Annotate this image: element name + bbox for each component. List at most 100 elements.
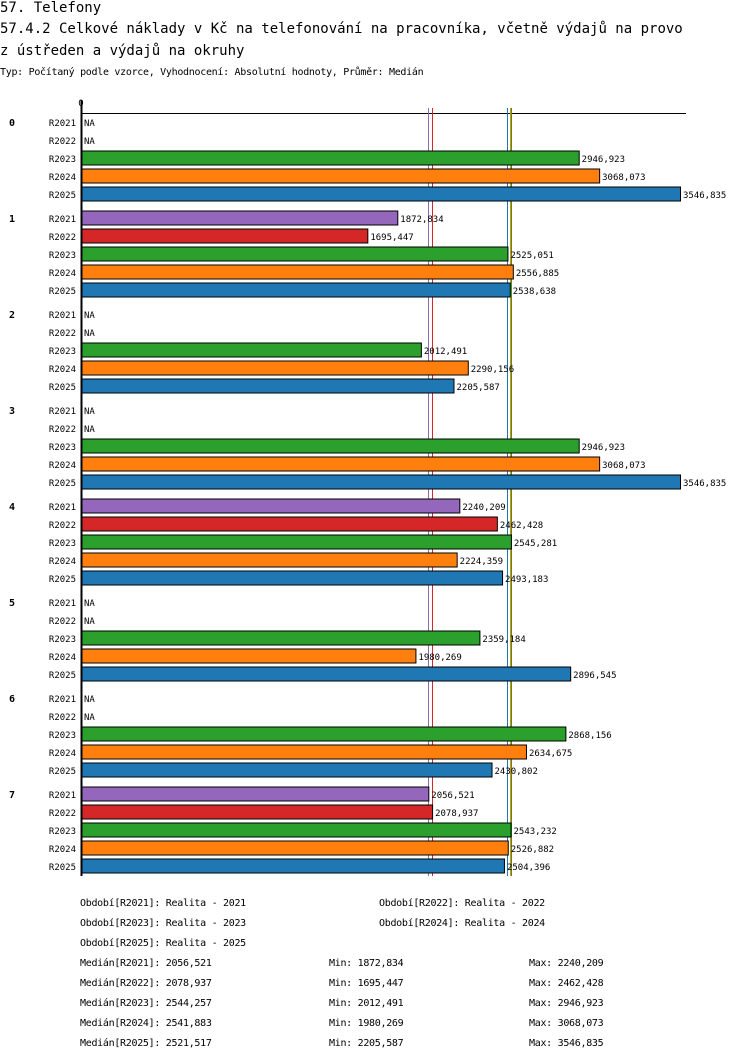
na-label: NA <box>84 137 95 147</box>
legend-period-item: Období[R2021]: Realita - 2021 <box>80 898 246 909</box>
legend-stat-max: Max: 3068,073 <box>529 1018 604 1029</box>
series-tick-label: R2021 <box>49 791 76 801</box>
bar-r2023 <box>81 342 422 358</box>
series-tick-label: R2021 <box>49 407 76 417</box>
legend-stat-median: Medián[R2024]: 2541,883 <box>80 1018 212 1029</box>
legend-stat-min: Min: 1872,834 <box>329 958 404 969</box>
data-label: 2525,051 <box>510 251 553 261</box>
bar-r2025 <box>81 858 505 874</box>
legend-stat-min: Min: 1980,269 <box>329 1018 404 1029</box>
series-tick-label: R2024 <box>49 173 76 183</box>
data-label: 2543,232 <box>514 827 557 837</box>
bar-chart: 00R2021NAR2022NAR20232946,923R20243068,0… <box>9 99 726 876</box>
series-tick-label: R2025 <box>49 191 76 201</box>
legend-stat-median: Medián[R2025]: 2521,517 <box>80 1038 212 1049</box>
bar-r2024 <box>81 264 514 280</box>
legend-stat-min: Min: 1695,447 <box>329 978 404 989</box>
data-label: 2545,281 <box>514 539 557 549</box>
data-label: 1695,447 <box>370 233 413 243</box>
bar-r2024 <box>81 648 417 664</box>
bar-r2025 <box>81 378 455 394</box>
data-label: 2504,396 <box>507 863 550 873</box>
data-label: 1980,269 <box>418 653 461 663</box>
bar-r2023 <box>81 630 481 646</box>
bar-r2025 <box>81 474 681 490</box>
section-title: 57. Telefony <box>0 0 102 16</box>
category-label: 0 <box>9 118 15 129</box>
legend-stat-max: Max: 2462,428 <box>529 978 604 989</box>
legend-stat-median: Medián[R2021]: 2056,521 <box>80 958 212 969</box>
bar-r2023 <box>81 246 509 262</box>
series-tick-label: R2021 <box>49 311 76 321</box>
na-label: NA <box>84 407 95 417</box>
na-label: NA <box>84 425 95 435</box>
series-tick-label: R2024 <box>49 845 76 855</box>
bar-r2021 <box>81 210 399 226</box>
bar-r2024 <box>81 744 527 760</box>
bar-r2025 <box>81 762 493 778</box>
data-label: 3546,835 <box>683 191 726 201</box>
legend-period-item: Období[R2024]: Realita - 2024 <box>379 918 545 929</box>
bar-r2024 <box>81 456 601 472</box>
series-tick-label: R2022 <box>49 809 76 819</box>
series-tick-label: R2021 <box>49 503 76 513</box>
data-label: 2493,183 <box>505 575 548 585</box>
series-tick-label: R2024 <box>49 461 76 471</box>
na-label: NA <box>84 329 95 339</box>
series-tick-label: R2021 <box>49 119 76 129</box>
chart-title-line2: z ústředen a výdajů na okruhy <box>0 43 245 59</box>
series-tick-label: R2023 <box>49 155 76 165</box>
chart-subtitle: Typ: Počítaný podle vzorce, Vyhodnocení:… <box>0 67 424 78</box>
data-label: 3068,073 <box>602 461 645 471</box>
series-tick-label: R2024 <box>49 557 76 567</box>
legend-period-item: Období[R2022]: Realita - 2022 <box>379 898 545 909</box>
data-label: 1872,834 <box>400 215 443 225</box>
category-label: 7 <box>9 790 15 801</box>
bar-r2021 <box>81 786 430 802</box>
series-tick-label: R2025 <box>49 575 76 585</box>
legend-stat-max: Max: 2946,923 <box>529 998 604 1009</box>
series-tick-label: R2024 <box>49 653 76 663</box>
series-tick-label: R2023 <box>49 539 76 549</box>
series-tick-label: R2021 <box>49 695 76 705</box>
category-label: 2 <box>9 310 15 321</box>
na-label: NA <box>84 119 95 129</box>
legend-stat-min: Min: 2012,491 <box>329 998 404 1009</box>
bar-r2023 <box>81 822 512 838</box>
data-label: 2538,638 <box>513 287 556 297</box>
series-tick-label: R2024 <box>49 269 76 279</box>
data-label: 2462,428 <box>500 521 543 531</box>
series-tick-label: R2022 <box>49 233 76 243</box>
bar-r2023 <box>81 438 580 454</box>
series-tick-label: R2021 <box>49 215 76 225</box>
legend-period-item: Období[R2023]: Realita - 2023 <box>80 918 246 929</box>
series-tick-label: R2025 <box>49 767 76 777</box>
bar-r2022 <box>81 516 498 532</box>
series-tick-label: R2023 <box>49 827 76 837</box>
bar-r2022 <box>81 804 434 820</box>
data-label: 2430,802 <box>495 767 538 777</box>
bar-r2024 <box>81 840 509 856</box>
data-label: 2946,923 <box>582 443 625 453</box>
series-tick-label: R2022 <box>49 329 76 339</box>
legend-stat-max: Max: 3546,835 <box>529 1038 604 1049</box>
legend-stat-median: Medián[R2023]: 2544,257 <box>80 998 212 1009</box>
na-label: NA <box>84 599 95 609</box>
data-label: 2946,923 <box>582 155 625 165</box>
na-label: NA <box>84 311 95 321</box>
series-tick-label: R2023 <box>49 347 76 357</box>
series-tick-label: R2022 <box>49 617 76 627</box>
series-tick-label: R2023 <box>49 635 76 645</box>
legend-stat-median: Medián[R2022]: 2078,937 <box>80 978 212 989</box>
category-label: 6 <box>9 694 15 705</box>
bar-r2024 <box>81 360 469 376</box>
chart-title-line1: 57.4.2 Celkové náklady v Kč na telefonov… <box>0 21 683 37</box>
bar-r2025 <box>81 570 504 586</box>
category-label: 4 <box>9 502 15 513</box>
bar-r2023 <box>81 726 567 742</box>
legend-period-item: Období[R2025]: Realita - 2025 <box>80 938 246 949</box>
data-label: 2078,937 <box>435 809 478 819</box>
bar-r2025 <box>81 666 572 682</box>
series-tick-label: R2023 <box>49 251 76 261</box>
series-tick-label: R2025 <box>49 479 76 489</box>
